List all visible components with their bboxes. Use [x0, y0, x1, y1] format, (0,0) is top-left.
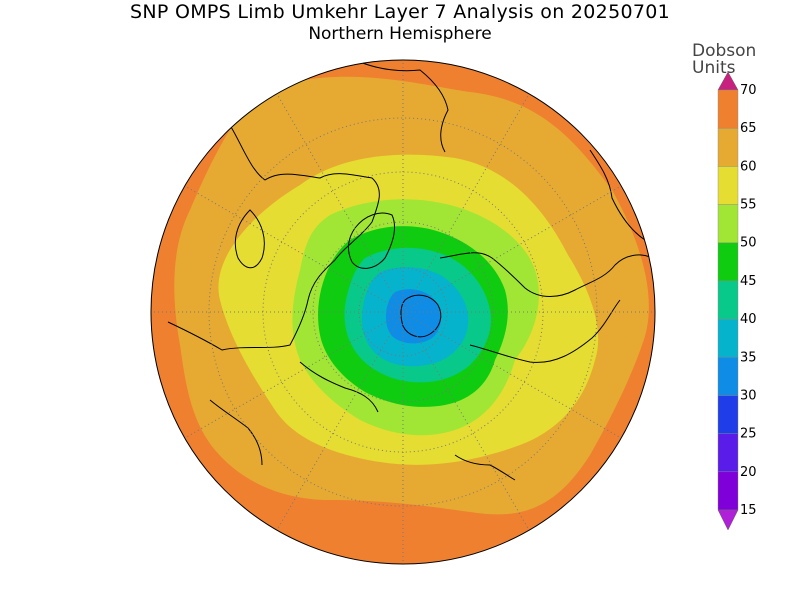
- legend-band-60: [717, 127, 739, 167]
- units-label: Dobson Units: [692, 41, 782, 78]
- legend-arrow-bottom: [717, 509, 739, 531]
- ozone-field: [151, 60, 655, 564]
- legend-tick-label-45: 45: [740, 274, 757, 289]
- legend-arrow-top: [717, 71, 739, 91]
- map-subtitle: Northern Hemisphere: [308, 24, 492, 44]
- coastline-greenland: [347, 212, 395, 269]
- coastline-eurasia: [439, 252, 653, 297]
- field-band-30: [385, 289, 441, 344]
- legend-band-65: [717, 89, 739, 129]
- legend-band-45: [717, 242, 739, 282]
- legend-band-50: [717, 204, 739, 243]
- legend-tick-label-30: 30: [740, 388, 757, 403]
- units-line-1: Dobson: [692, 41, 757, 61]
- units-line-2: Units: [692, 58, 736, 78]
- legend-tick-label-60: 60: [740, 159, 757, 174]
- latitude-circle-60: [312, 221, 494, 403]
- legend-tick-label-35: 35: [740, 350, 757, 365]
- legend-band-40: [717, 280, 739, 320]
- legend-tick-label-65: 65: [740, 121, 757, 136]
- latitude-circle-20: [208, 117, 598, 507]
- coastline-hudson-bay: [234, 209, 265, 269]
- coastline-arctic-islands: [400, 294, 442, 338]
- coastlines: [167, 61, 653, 481]
- coastline-north-america: [167, 121, 380, 351]
- coastline-europe: [299, 361, 379, 413]
- legend-tick-label-15: 15: [740, 503, 757, 518]
- legend-band-25: [717, 395, 739, 434]
- legend-band-35: [717, 318, 739, 358]
- legend-tick-label-70: 70: [740, 83, 757, 98]
- legend-tick-label-20: 20: [740, 465, 757, 480]
- legend-band-30: [717, 357, 739, 396]
- coastline-east-asia: [589, 149, 646, 241]
- legend-band-55: [717, 166, 739, 205]
- legend-tick-label-50: 50: [740, 236, 757, 251]
- coastline-siberia: [469, 299, 621, 363]
- legend-band-15: [717, 471, 739, 511]
- map-title: SNP OMPS Limb Umkehr Layer 7 Analysis on…: [129, 1, 671, 23]
- legend-tick-label-25: 25: [740, 427, 757, 442]
- coastline-southeast: [454, 454, 516, 481]
- legend-tick-label-55: 55: [740, 198, 757, 213]
- coastline-pacific: [359, 61, 449, 153]
- map-border: [150, 59, 656, 565]
- graticule: [151, 60, 655, 564]
- legend-band-20: [717, 433, 739, 473]
- legend-tick-label-40: 40: [740, 312, 757, 327]
